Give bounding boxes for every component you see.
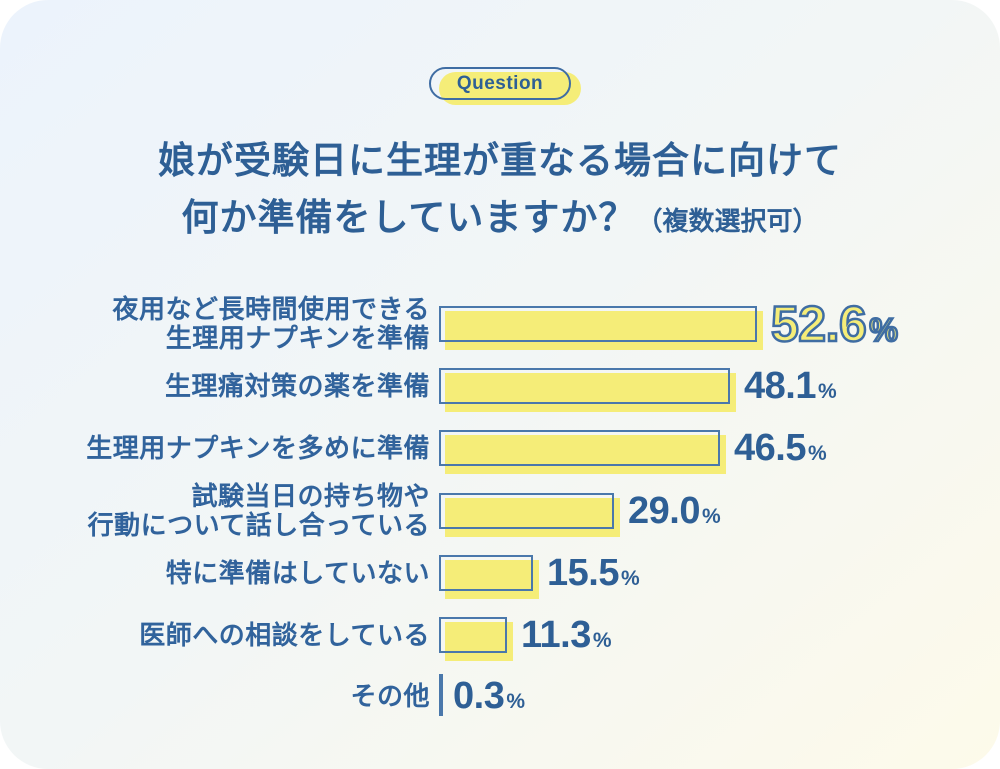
bar-value: 0.3 % — [453, 675, 525, 718]
bar-value: 15.5 % — [547, 552, 640, 595]
bar-fill — [445, 311, 763, 350]
label-line: 特に準備はしていない — [165, 557, 430, 588]
bar-fill — [445, 435, 726, 474]
bar-value: 52.6 % — [770, 295, 899, 354]
badge-label: Question — [456, 72, 544, 94]
row-label: その他 — [0, 680, 430, 711]
bar-outline — [439, 493, 614, 529]
bar — [439, 430, 726, 474]
bar-fill — [445, 622, 513, 661]
bar-fill — [445, 560, 539, 599]
bar — [439, 555, 539, 599]
title-line2: 何か準備をしていますか？（複数選択可） — [0, 189, 1000, 250]
percent-sign: % — [807, 441, 827, 465]
bar-value: 46.5 % — [734, 427, 827, 470]
percent-sign: % — [620, 566, 640, 590]
row-label: 生理用ナプキンを多めに準備 — [0, 432, 430, 463]
bar-outline — [439, 617, 507, 653]
value-number: 15.5 — [547, 551, 619, 594]
bar-fill — [445, 373, 736, 412]
bar-outline — [439, 673, 443, 716]
percent-sign: % — [701, 504, 721, 528]
bar — [439, 617, 513, 661]
chart-title: 娘が受験日に生理が重なる場合に向けて 何か準備をしていますか？（複数選択可） — [0, 132, 1000, 250]
title-line1: 娘が受験日に生理が重なる場合に向けて — [158, 140, 842, 181]
row-label: 生理痛対策の薬を準備 — [0, 370, 430, 401]
percent-sign: % — [868, 311, 899, 350]
title-line2-text: 何か準備をしていますか？ — [181, 197, 637, 238]
bar-fill — [445, 498, 620, 537]
chart-row: 医師への相談をしている 11.3 % — [0, 614, 1000, 661]
value-number: 48.1 — [744, 364, 816, 407]
bar — [439, 493, 620, 537]
chart-row: その他 0.3 % — [0, 673, 1000, 717]
row-label: 医師への相談をしている — [0, 619, 430, 650]
label-line: その他 — [350, 680, 430, 711]
bar-value: 48.1 % — [744, 365, 837, 408]
badge-outline: Question — [429, 67, 571, 100]
bar-outline — [439, 555, 533, 591]
label-line: 生理痛対策の薬を準備 — [164, 370, 430, 401]
chart-row: 特に準備はしていない 15.5 % — [0, 552, 1000, 599]
multi-select-note: （複数選択可） — [636, 206, 819, 236]
bar-value: 11.3 % — [521, 614, 612, 657]
bar — [439, 306, 763, 350]
label-line: 生理用ナプキンを準備 — [165, 323, 430, 353]
chart-row: 夜用など長時間使用できる 生理用ナプキンを準備 52.6 % — [0, 295, 1000, 354]
bar — [439, 368, 736, 412]
chart-row: 生理痛対策の薬を準備 48.1 % — [0, 365, 1000, 412]
label-line: 医師への相談をしている — [139, 619, 430, 650]
label-line: 試験当日の持ち物や — [191, 481, 430, 511]
question-badge: Question — [429, 67, 581, 105]
percent-sign: % — [506, 689, 526, 713]
value-number: 11.3 — [521, 613, 591, 656]
percent-sign: % — [817, 379, 837, 403]
bar-outline — [439, 430, 720, 466]
value-number: 29.0 — [628, 489, 700, 532]
percent-sign: % — [592, 628, 612, 652]
label-line: 行動について話し合っている — [87, 510, 430, 540]
value-number: 0.3 — [453, 674, 505, 717]
bar-value: 29.0 % — [628, 490, 721, 533]
bar-outline — [439, 368, 730, 404]
chart-row: 試験当日の持ち物や 行動について話し合っている 29.0 % — [0, 482, 1000, 540]
bar-outline — [439, 306, 757, 342]
chart-row: 生理用ナプキンを多めに準備 46.5 % — [0, 427, 1000, 474]
row-label: 夜用など長時間使用できる 生理用ナプキンを準備 — [0, 295, 430, 353]
label-line: 夜用など長時間使用できる — [112, 294, 430, 324]
row-label: 特に準備はしていない — [0, 557, 430, 588]
row-label: 試験当日の持ち物や 行動について話し合っている — [0, 482, 430, 540]
value-number: 52.6 — [770, 295, 868, 354]
label-line: 生理用ナプキンを多めに準備 — [86, 432, 430, 463]
value-number: 46.5 — [734, 426, 806, 469]
